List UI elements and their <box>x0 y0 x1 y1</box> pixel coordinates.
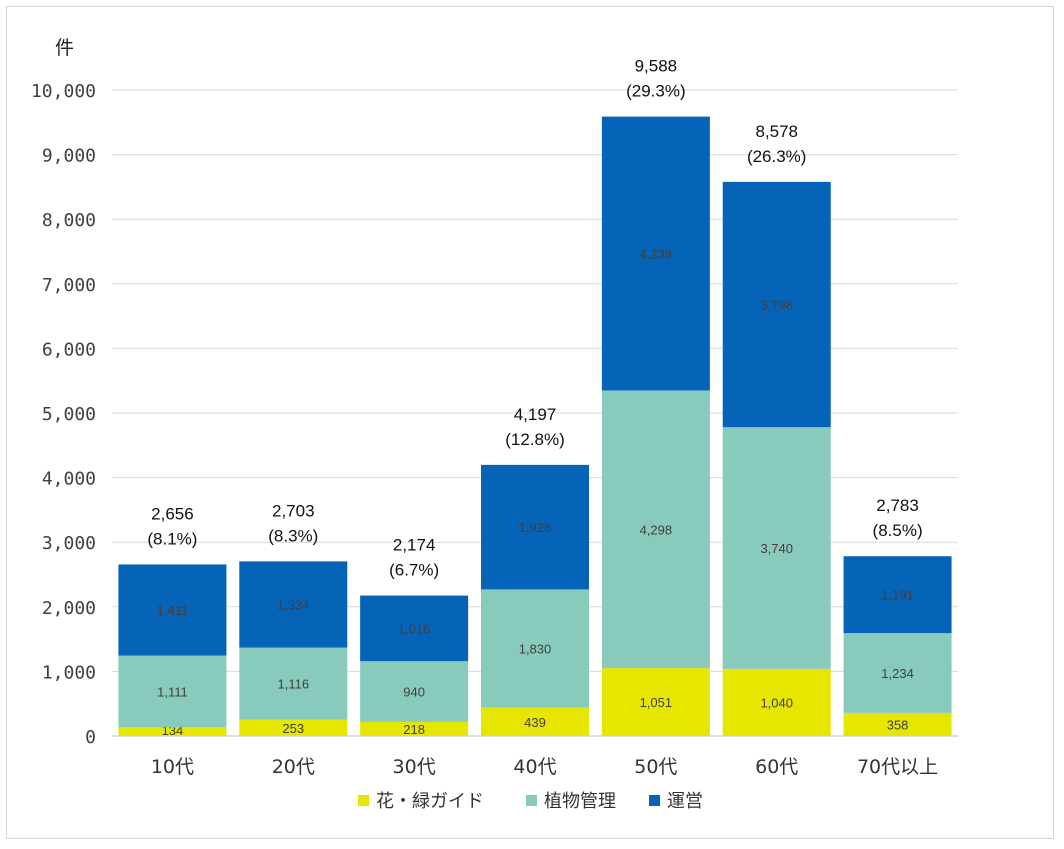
x-axis: 10代 20代 30代 40代 50代 60代 70代以上 <box>151 756 938 778</box>
bar-segment <box>722 668 831 736</box>
x-tick-label: 50代 <box>634 756 677 778</box>
bar-segment <box>843 633 952 713</box>
legend-swatch <box>526 795 537 806</box>
data-label: 4,298 <box>640 522 673 537</box>
bar-segment <box>239 561 348 648</box>
bar-segment <box>118 564 227 656</box>
data-label: 253 <box>282 721 304 736</box>
bar-segment <box>843 712 952 736</box>
bar-segment <box>601 390 710 669</box>
total-label: 9,588 <box>635 57 678 76</box>
bar-segment <box>601 116 710 391</box>
data-label: 1,191 <box>881 588 914 603</box>
y-tick-label: 8,000 <box>42 210 96 231</box>
total-label: 2,703 <box>272 501 315 520</box>
data-label: 1,928 <box>519 520 552 535</box>
legend: 花・緑ガイド 植物管理 運営 <box>358 791 703 812</box>
data-label: 1,111 <box>157 684 188 699</box>
data-label: 940 <box>403 685 425 700</box>
x-tick-label: 70代以上 <box>857 756 938 778</box>
bar-segment <box>481 589 589 708</box>
bar-segment <box>360 661 469 722</box>
data-label: 1,040 <box>760 695 793 710</box>
data-label: 1,051 <box>640 695 673 710</box>
y-tick-label: 9,000 <box>42 146 96 167</box>
bar-segment <box>360 595 469 662</box>
y-tick-label: 6,000 <box>42 339 96 360</box>
bar-segment <box>239 719 348 736</box>
legend-label: 運営 <box>667 791 703 812</box>
data-label: 1,116 <box>277 677 309 692</box>
bar-segment <box>722 427 831 669</box>
y-tick-label: 3,000 <box>42 533 96 554</box>
bars: 1341,1111,4112,656(8.1%)2531,1161,3342,7… <box>118 57 952 738</box>
percentage-label: (12.8%) <box>505 430 565 449</box>
y-tick-label: 0 <box>85 727 96 748</box>
legend-label: 植物管理 <box>544 791 616 812</box>
y-tick-label: 5,000 <box>42 404 96 425</box>
x-tick-label: 40代 <box>513 756 556 778</box>
data-label: 439 <box>524 715 546 730</box>
y-axis: 0 1,000 2,000 3,000 4,000 5,000 6,000 7,000 8,00… <box>31 81 96 748</box>
y-tick-label: 7,000 <box>42 275 96 296</box>
x-tick-label: 20代 <box>272 756 315 778</box>
data-label: 1,234 <box>881 666 914 681</box>
data-label: 3,740 <box>760 541 793 556</box>
percentage-label: (8.5%) <box>873 521 923 540</box>
total-label: 2,783 <box>876 496 919 515</box>
total-label: 2,656 <box>151 504 194 523</box>
legend-swatch <box>358 795 369 806</box>
legend-label: 花・緑ガイド <box>376 791 484 812</box>
legend-swatch <box>649 795 660 806</box>
percentage-label: (6.7%) <box>389 561 439 580</box>
percentage-label: (29.3%) <box>626 82 686 101</box>
percentage-label: (8.1%) <box>147 529 197 548</box>
x-tick-label: 30代 <box>393 756 436 778</box>
y-tick-label: 10,000 <box>31 81 96 102</box>
total-label: 2,174 <box>393 536 436 555</box>
bar-segment <box>722 181 831 428</box>
y-tick-label: 2,000 <box>42 598 96 619</box>
data-label: 4,239 <box>640 247 673 262</box>
bar-segment <box>118 727 227 736</box>
bar-segment <box>239 647 348 720</box>
bar-segment <box>481 464 589 590</box>
percentage-label: (8.3%) <box>268 526 318 545</box>
bar-segment <box>601 668 710 736</box>
total-label: 8,578 <box>755 122 798 141</box>
data-label: 1,830 <box>519 642 552 657</box>
data-label: 1,334 <box>277 597 310 612</box>
y-unit-label: 件 <box>55 37 74 59</box>
y-tick-label: 1,000 <box>42 662 96 683</box>
x-tick-label: 60代 <box>755 756 798 778</box>
data-label: 1,411 <box>157 603 189 618</box>
total-label: 4,197 <box>514 405 557 424</box>
bar-segment <box>843 556 952 634</box>
percentage-label: (26.3%) <box>747 147 807 166</box>
bar-segment <box>481 707 589 736</box>
bar-segment <box>360 721 469 736</box>
data-label: 3,798 <box>760 298 793 313</box>
data-label: 218 <box>403 722 425 737</box>
data-label: 358 <box>887 717 909 732</box>
data-label: 1,016 <box>398 621 431 636</box>
x-tick-label: 10代 <box>151 756 194 778</box>
bar-segment <box>118 655 227 728</box>
y-tick-label: 4,000 <box>42 469 96 490</box>
